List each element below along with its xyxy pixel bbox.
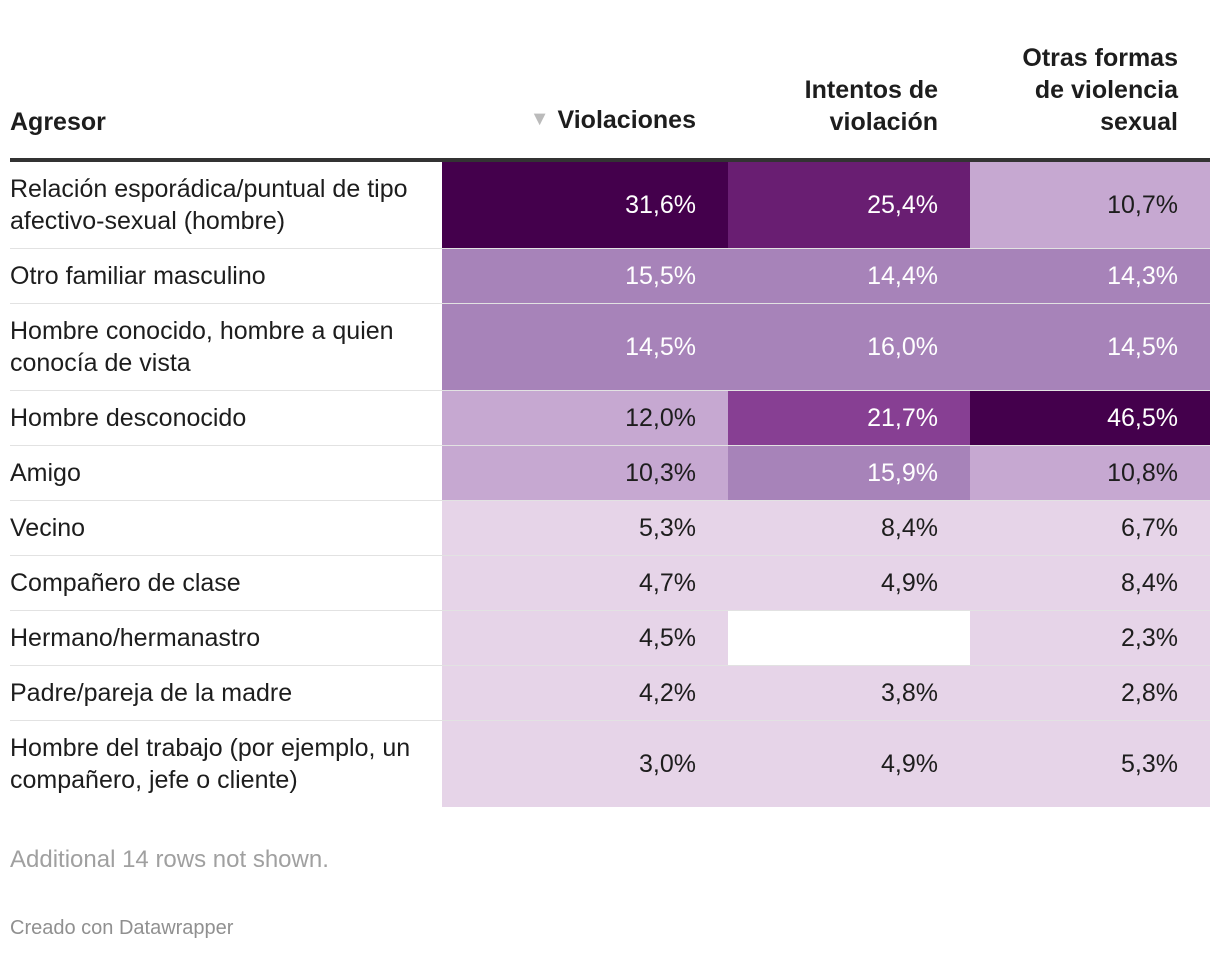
table-cell-value: 12,0% bbox=[442, 390, 728, 446]
table-cell-value: 4,9% bbox=[728, 720, 970, 807]
data-table: Agresor ▼ Violaciones Intentos de violaci… bbox=[10, 40, 1210, 807]
table-row: Hermano/hermanastro 4,5% 2,3% bbox=[10, 610, 1210, 666]
table-cell-value: 5,3% bbox=[970, 720, 1210, 807]
table-cell-value: 4,5% bbox=[442, 610, 728, 666]
row-label-agresor: Compañero de clase bbox=[10, 555, 442, 611]
sort-down-icon: ▼ bbox=[529, 108, 550, 130]
datawrapper-credit[interactable]: Creado con Datawrapper bbox=[10, 917, 234, 939]
table-cell-value: 8,4% bbox=[728, 500, 970, 556]
table-cell-value bbox=[728, 610, 970, 666]
table-cell-value: 14,5% bbox=[970, 303, 1210, 391]
table-cell-value: 14,3% bbox=[970, 248, 1210, 304]
table-cell-value: 15,9% bbox=[728, 445, 970, 501]
table-cell-value: 14,5% bbox=[442, 303, 728, 391]
table-row: Amigo 10,3% 15,9% 10,8% bbox=[10, 445, 1210, 501]
row-label-agresor: Hombre conocido, hombre a quien conocía … bbox=[10, 303, 442, 391]
table-cell-value: 21,7% bbox=[728, 390, 970, 446]
table-cell-value: 4,7% bbox=[442, 555, 728, 611]
row-label-agresor: Relación esporádica/puntual de tipo afec… bbox=[10, 160, 442, 249]
table-body: Relación esporádica/puntual de tipo afec… bbox=[10, 160, 1210, 807]
table-cell-value: 3,0% bbox=[442, 720, 728, 807]
table-cell-value: 4,9% bbox=[728, 555, 970, 611]
table-cell-value: 46,5% bbox=[970, 390, 1210, 446]
table-row: Relación esporádica/puntual de tipo afec… bbox=[10, 160, 1210, 249]
col-header-intentos[interactable]: Intentos de violación bbox=[804, 76, 938, 136]
table-cell-value: 15,5% bbox=[442, 248, 728, 304]
table-row: Otro familiar masculino 15,5% 14,4% 14,3% bbox=[10, 248, 1210, 304]
row-label-agresor: Hermano/hermanastro bbox=[10, 610, 442, 666]
col-header-violaciones[interactable]: ▼ Violaciones bbox=[442, 40, 728, 160]
table-header: Agresor ▼ Violaciones Intentos de violaci… bbox=[10, 40, 1210, 160]
table-cell-value: 2,3% bbox=[970, 610, 1210, 666]
table-cell-value: 8,4% bbox=[970, 555, 1210, 611]
table-cell-value: 5,3% bbox=[442, 500, 728, 556]
table-row: Compañero de clase 4,7% 4,9% 8,4% bbox=[10, 555, 1210, 611]
row-label-agresor: Vecino bbox=[10, 500, 442, 556]
rows-not-shown-note: Additional 14 rows not shown. bbox=[10, 846, 329, 873]
table-cell-value: 16,0% bbox=[728, 303, 970, 391]
col-header-agresor[interactable]: Agresor bbox=[10, 108, 106, 136]
table-cell-value: 14,4% bbox=[728, 248, 970, 304]
table-cell-value: 4,2% bbox=[442, 665, 728, 721]
table-cell-value: 10,7% bbox=[970, 160, 1210, 249]
table-cell-value: 3,8% bbox=[728, 665, 970, 721]
col-header-otras-formas[interactable]: Otras formas de violencia sexual bbox=[1022, 44, 1178, 136]
table-row: Hombre conocido, hombre a quien conocía … bbox=[10, 303, 1210, 391]
row-label-agresor: Otro familiar masculino bbox=[10, 248, 442, 304]
table-cell-value: 10,8% bbox=[970, 445, 1210, 501]
row-label-agresor: Hombre desconocido bbox=[10, 390, 442, 446]
row-label-agresor: Padre/pareja de la madre bbox=[10, 665, 442, 721]
col-header-violaciones-label: Violaciones bbox=[557, 106, 697, 134]
table-row: Vecino 5,3% 8,4% 6,7% bbox=[10, 500, 1210, 556]
table-cell-value: 2,8% bbox=[970, 665, 1210, 721]
table-cell-value: 10,3% bbox=[442, 445, 728, 501]
row-label-agresor: Hombre del trabajo (por ejemplo, un comp… bbox=[10, 734, 411, 794]
table-cell-value: 6,7% bbox=[970, 500, 1210, 556]
table-row: Padre/pareja de la madre 4,2% 3,8% 2,8% bbox=[10, 665, 1210, 721]
row-label-agresor: Amigo bbox=[10, 445, 442, 501]
table-cell-value: 31,6% bbox=[442, 160, 728, 249]
table-row: Hombre desconocido 12,0% 21,7% 46,5% bbox=[10, 390, 1210, 446]
table-row: Hombre del trabajo (por ejemplo, un comp… bbox=[10, 720, 1210, 807]
table-cell-value: 25,4% bbox=[728, 160, 970, 249]
